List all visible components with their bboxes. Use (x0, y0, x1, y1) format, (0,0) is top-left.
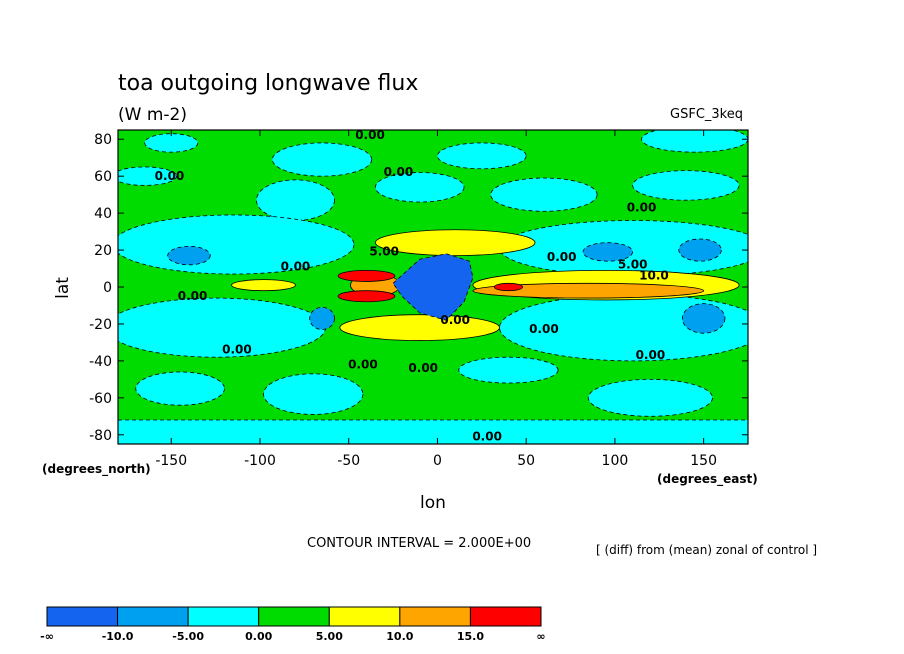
colorbar-label: 10.0 (386, 630, 413, 643)
y-tick-label: 80 (94, 132, 112, 148)
colorbar-label: -∞ (40, 630, 54, 643)
x-unit-label: (degrees_east) (657, 472, 758, 487)
contour-region (681, 303, 726, 334)
x-tick-label: -100 (244, 453, 276, 469)
contour-region (392, 253, 474, 321)
contour-region (582, 242, 634, 262)
y-tick-label: 0 (103, 280, 112, 296)
colorbar-label: 0.00 (245, 630, 272, 643)
contour-region (118, 214, 355, 275)
y-tick-label: 60 (94, 169, 112, 185)
colorbar-swatch (187, 606, 260, 627)
contour-region (337, 269, 396, 282)
colorbar-swatch (469, 606, 542, 627)
contour-region (493, 282, 524, 292)
contour-label: 0.00 (155, 169, 185, 183)
contour-label: 0.00 (178, 289, 208, 303)
x-tick-label: -50 (337, 453, 360, 469)
colorbar-swatch (46, 606, 119, 627)
contour-label: 0.00 (355, 128, 385, 142)
contour-region (263, 373, 364, 415)
contour-region (118, 166, 177, 186)
contour-label: 0.00 (408, 361, 438, 375)
contour-region (458, 356, 559, 384)
contour-region (337, 290, 396, 303)
contour-label: 0.00 (222, 342, 252, 356)
y-tick-label: 20 (94, 243, 112, 259)
contour-region (167, 245, 211, 266)
contour-label: 0.00 (636, 348, 666, 362)
contour-interval-text: CONTOUR INTERVAL = 2.000E+00 (307, 536, 531, 551)
colorbar-label: -10.0 (102, 630, 134, 643)
contour-region (339, 314, 500, 341)
x-tick-label: 0 (433, 453, 442, 469)
colorbar-label: ∞ (536, 630, 545, 643)
contour-region (490, 177, 598, 212)
contour-label: 0.00 (440, 313, 470, 327)
colorbar: -∞ -10.0 -5.00 0.00 5.00 10.0 15.0 ∞ (40, 606, 546, 643)
x-tick-label: -150 (155, 453, 187, 469)
contour-region (587, 378, 713, 417)
contour-region (271, 142, 373, 177)
contour-region (472, 282, 705, 299)
contour-label: 0.00 (627, 200, 657, 214)
contour-region (144, 133, 199, 153)
colorbar-swatch (399, 606, 471, 627)
contour-label: 0.00 (547, 250, 577, 264)
colorbar-swatch (328, 606, 401, 627)
chart-units: (W m-2) (118, 105, 187, 125)
contour-region (374, 172, 465, 203)
contour-label: 0.00 (529, 322, 559, 336)
contour-region (437, 142, 527, 170)
contour-label: 10.0 (639, 269, 669, 283)
x-axis-label: lon (420, 493, 446, 513)
y-tick-label: -60 (89, 391, 112, 407)
contour-region (632, 170, 740, 201)
contour-label: 0.00 (348, 357, 378, 371)
y-axis: 80 60 40 20 0 -20 -40 -60 -80 (89, 132, 748, 444)
colorbar-swatch (117, 606, 189, 627)
y-tick-label: -20 (89, 317, 112, 333)
chart-subtitle: [ (diff) from (mean) zonal of control ] (596, 543, 817, 557)
colorbar-label: 5.00 (316, 630, 343, 643)
x-tick-label: 50 (517, 453, 535, 469)
contour-region (118, 419, 748, 444)
chart-title: toa outgoing longwave flux (118, 71, 418, 96)
contour-label: 0.00 (472, 429, 502, 443)
x-tick-label: 150 (690, 453, 717, 469)
contour-region (231, 279, 296, 292)
y-axis-label: lat (53, 277, 73, 299)
contour-label: 5.00 (369, 245, 399, 259)
contour-label: 5.00 (618, 258, 648, 272)
contour-region (678, 238, 722, 262)
colorbar-label: -5.00 (172, 630, 204, 643)
y-unit-label: (degrees_north) (42, 462, 151, 477)
colorbar-label: 15.0 (457, 630, 484, 643)
x-axis: -150 -100 -50 0 50 100 150 (155, 130, 717, 469)
plot-area: 0.000.00 0.000.000.005.00 0.005.0010.00.00… (118, 128, 748, 444)
contour-region (256, 179, 335, 221)
y-tick-label: -80 (89, 428, 112, 444)
contour-region (374, 229, 536, 257)
dataset-label: GSFC_3keq (670, 107, 743, 122)
contour-region (135, 371, 225, 406)
contour-label: 0.00 (384, 165, 414, 179)
y-tick-label: 40 (94, 206, 112, 222)
y-tick-label: -40 (89, 354, 112, 370)
colorbar-swatch (258, 606, 330, 627)
x-tick-label: 100 (602, 453, 629, 469)
contour-label: 0.00 (281, 259, 311, 273)
contour-region (309, 306, 335, 330)
contour-region (118, 297, 327, 358)
